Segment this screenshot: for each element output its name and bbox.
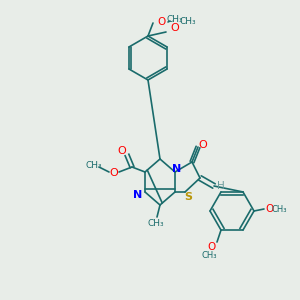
Text: H: H — [217, 181, 225, 191]
Text: CH₃: CH₃ — [201, 250, 217, 260]
Text: O: O — [199, 140, 207, 150]
Text: O: O — [207, 242, 215, 252]
Text: O: O — [118, 146, 126, 156]
Text: CH₃: CH₃ — [86, 160, 102, 169]
Text: O: O — [171, 23, 179, 33]
Text: CH₃: CH₃ — [148, 220, 164, 229]
Text: N: N — [172, 164, 182, 174]
Text: O: O — [110, 168, 118, 178]
Text: CH₃: CH₃ — [180, 17, 196, 26]
Text: S: S — [184, 192, 192, 202]
Text: O: O — [266, 204, 274, 214]
Text: O: O — [158, 17, 166, 27]
Text: N: N — [134, 190, 142, 200]
Text: CH₃: CH₃ — [271, 206, 287, 214]
Text: CH₃: CH₃ — [167, 16, 183, 25]
